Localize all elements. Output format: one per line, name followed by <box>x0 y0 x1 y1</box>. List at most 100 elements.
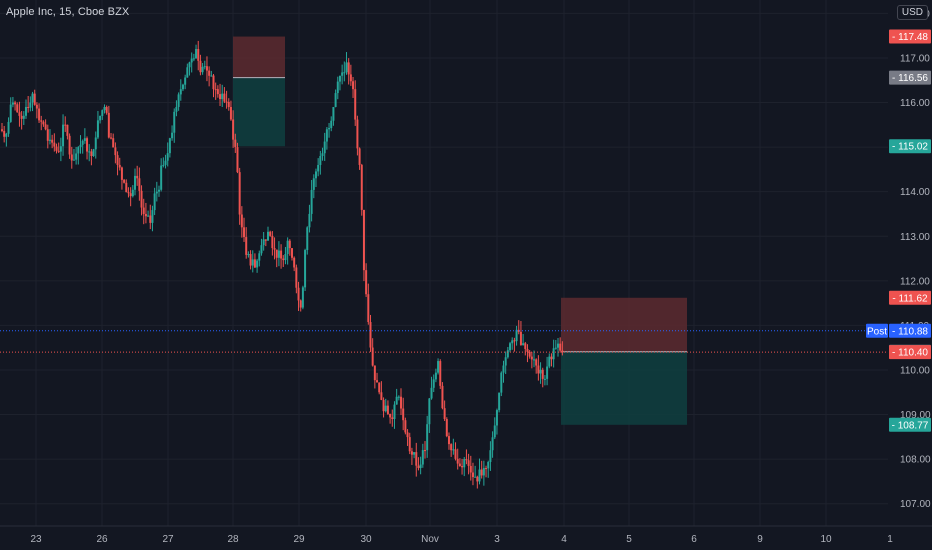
candle-body <box>358 148 361 165</box>
candle-body <box>498 392 501 411</box>
candle-body <box>280 250 283 259</box>
candle-body <box>223 93 226 102</box>
candle-body <box>22 115 25 119</box>
candle-body <box>186 67 189 78</box>
candle-body <box>382 399 385 412</box>
candle-body <box>354 89 357 120</box>
candle-body <box>352 81 355 90</box>
candle-body <box>3 130 6 137</box>
candle-body <box>367 294 370 323</box>
candle-body <box>312 178 315 190</box>
candle-body <box>380 392 383 400</box>
candle-body <box>173 111 176 133</box>
candle-body <box>362 209 365 271</box>
price-tag-value: - 110.40 <box>892 348 928 359</box>
candle-body <box>245 237 248 255</box>
candle-body <box>260 245 263 254</box>
price-tag-value: - 117.48 <box>892 32 928 43</box>
candle-body <box>535 359 538 366</box>
candle-body <box>24 106 27 116</box>
x-tick-label: 6 <box>691 534 697 545</box>
candle-body <box>27 106 30 108</box>
candle-body <box>328 128 331 130</box>
candle-body <box>177 94 180 107</box>
candle-body <box>107 112 110 138</box>
candle-body <box>423 450 426 452</box>
x-tick-label: Nov <box>421 534 439 545</box>
candle-body <box>72 159 75 161</box>
y-tick-label: 109.00 <box>900 410 931 421</box>
price-tag-entry <box>889 70 931 85</box>
candle-body <box>356 119 359 149</box>
candle-body <box>116 155 119 165</box>
reward-zone[interactable] <box>561 351 687 425</box>
candle-body <box>267 231 270 241</box>
currency-button[interactable]: USD <box>896 5 928 20</box>
candle-body <box>77 147 80 154</box>
candle-body <box>110 137 113 139</box>
candle-body <box>345 62 348 73</box>
candle-body <box>225 101 228 103</box>
candle-body <box>70 154 73 161</box>
x-tick-label: 29 <box>293 534 305 545</box>
candle-body <box>413 452 416 455</box>
candle-body <box>29 102 32 108</box>
candle-body <box>504 357 507 366</box>
price-axis[interactable] <box>888 0 932 550</box>
candle-body <box>467 460 470 466</box>
candle-body <box>332 106 335 121</box>
risk-zone[interactable] <box>561 297 687 352</box>
candle-body <box>432 379 435 388</box>
candle-body <box>229 106 232 120</box>
candle-body <box>550 356 553 360</box>
candle-body <box>360 164 363 210</box>
candle-body <box>57 150 60 152</box>
x-tick-label: 3 <box>494 534 500 545</box>
candle-body <box>543 378 546 380</box>
risk-zone[interactable] <box>233 36 285 78</box>
candle-body <box>181 84 184 90</box>
candle-body <box>417 465 420 469</box>
candle-body <box>301 287 304 308</box>
candle-body <box>59 146 62 152</box>
y-tick-label: 117.00 <box>900 53 930 64</box>
y-tick-label: 116.00 <box>900 98 930 109</box>
candle-body <box>325 129 328 142</box>
candle-body <box>197 49 200 61</box>
candle-body <box>184 77 187 85</box>
candle-body <box>86 138 89 152</box>
x-tick-label: 1 <box>887 534 893 545</box>
candle-body <box>271 235 274 249</box>
candle-body <box>286 240 289 254</box>
candle-body <box>258 253 261 261</box>
candle-body <box>96 120 99 138</box>
candle-body <box>519 331 522 345</box>
candle-body <box>205 66 208 71</box>
reward-zone[interactable] <box>233 77 285 147</box>
x-tick-label: 10 <box>820 534 832 545</box>
price-tag-last <box>889 345 931 360</box>
candle-body <box>75 153 78 160</box>
candle-body <box>168 138 171 154</box>
candle-body <box>371 347 374 366</box>
x-tick-label: 23 <box>30 534 42 545</box>
candle-body <box>90 151 93 157</box>
candle-body <box>11 102 14 105</box>
candle-body <box>219 94 222 100</box>
candle-body <box>216 89 219 95</box>
candle-body <box>461 466 464 468</box>
candle-body <box>410 451 413 455</box>
candle-body <box>288 240 291 249</box>
candle-body <box>415 452 418 466</box>
candle-body <box>489 450 492 462</box>
candle-body <box>162 164 165 166</box>
candle-body <box>511 340 514 344</box>
candle-body <box>234 139 237 148</box>
candle-body <box>160 165 163 190</box>
candle-body <box>530 356 533 360</box>
candle-body <box>253 259 256 268</box>
candle-body <box>282 258 285 261</box>
y-tick-label: 107.00 <box>900 499 931 510</box>
